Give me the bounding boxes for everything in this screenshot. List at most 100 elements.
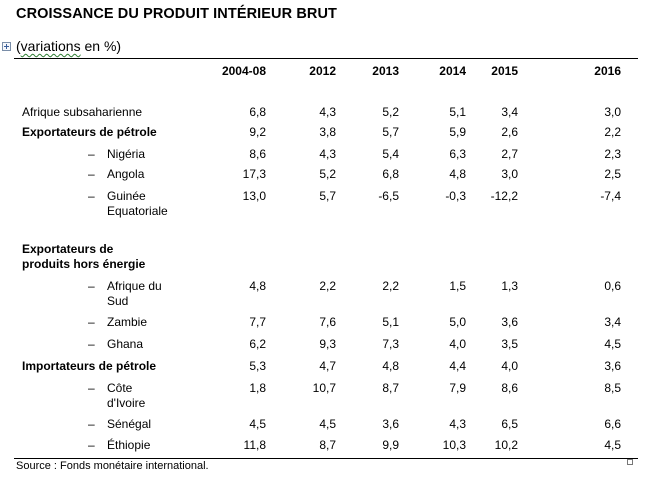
row-dash: – — [88, 167, 95, 181]
table-cell: 2,2 — [319, 279, 336, 293]
table-cell: 3,6 — [382, 417, 399, 431]
subtitle-suffix: en %) — [80, 38, 122, 54]
table-cell: 2,6 — [501, 125, 518, 139]
row-label: Guinée — [107, 189, 146, 203]
table-cell: 11,8 — [243, 438, 266, 452]
table-cell: 5,4 — [382, 147, 399, 161]
table-cell: 1,5 — [449, 279, 466, 293]
table-cell: 4,3 — [319, 147, 336, 161]
table-cell: 3,6 — [604, 359, 621, 373]
table-cell: 5,2 — [382, 105, 399, 119]
table-cell: 13,0 — [242, 189, 266, 203]
row-label: Afrique du — [107, 279, 162, 293]
table-cell: 9,2 — [249, 125, 266, 139]
row-label: Zambie — [107, 315, 148, 329]
table-cell: 7,3 — [382, 337, 399, 351]
row-label: produits hors énergie — [22, 257, 146, 271]
table-move-handle-icon[interactable] — [2, 42, 11, 51]
table-cell: 4,8 — [449, 167, 466, 181]
table-cell: 5,7 — [319, 189, 336, 203]
table-cell: 6,2 — [249, 337, 266, 351]
row-label: Sénégal — [107, 417, 152, 431]
table-cell: 3,4 — [501, 105, 518, 119]
table-cell: 4,0 — [449, 337, 466, 351]
row-label: Sud — [107, 294, 129, 308]
table-cell: 5,1 — [449, 105, 466, 119]
table-cell: 8,7 — [319, 438, 336, 452]
table-cell: 6,8 — [249, 105, 266, 119]
table-cell: 4,8 — [249, 279, 266, 293]
table-cell: 3,6 — [501, 315, 518, 329]
table-cell: 10,2 — [494, 438, 518, 452]
table-cell: 7,7 — [249, 315, 266, 329]
table-cell: 4,8 — [382, 359, 399, 373]
table-cell: 3,8 — [319, 125, 336, 139]
table-cell: 1,3 — [501, 279, 518, 293]
table-cell: 4,3 — [319, 105, 336, 119]
table-resize-handle[interactable] — [627, 459, 633, 465]
column-header: 2004-08 — [221, 64, 266, 78]
table-cell: -6,5 — [378, 189, 399, 203]
table-cell: 2,5 — [604, 167, 621, 181]
table-cell: 7,6 — [319, 315, 336, 329]
row-label: Nigéria — [107, 147, 146, 161]
table-cell: -12,2 — [490, 189, 518, 203]
table-cell: 9,9 — [382, 438, 399, 452]
row-dash: – — [88, 381, 95, 395]
row-label: Exportateurs de — [22, 242, 114, 256]
table-cell: 3,0 — [501, 167, 518, 181]
row-dash: – — [88, 438, 95, 452]
row-dash: – — [88, 417, 95, 431]
table-cell: 3,5 — [501, 337, 518, 351]
row-label: Afrique subsaharienne — [22, 105, 143, 119]
table-cell: 8,6 — [249, 147, 266, 161]
table-cell: 4,5 — [604, 337, 621, 351]
row-label: Côte — [107, 381, 133, 395]
table-cell: 4,5 — [604, 438, 621, 452]
row-label: Éthiopie — [107, 438, 151, 452]
table-cell: 7,9 — [449, 381, 466, 395]
row-label: Ghana — [107, 337, 144, 351]
table-cell: 8,5 — [604, 381, 621, 395]
source-note: Source : Fonds monétaire international. — [16, 460, 209, 472]
table-cell: 5,9 — [449, 125, 466, 139]
row-label: Importateurs de pétrole — [22, 359, 157, 373]
table-cell: 4,0 — [501, 359, 518, 373]
column-header: 2015 — [491, 64, 518, 78]
table-subtitle: (variations en %) — [16, 38, 121, 54]
table-cell: 1,8 — [249, 381, 266, 395]
table-cell: 6,5 — [501, 417, 518, 431]
table-cell: 9,3 — [319, 337, 336, 351]
table-cell: 4,3 — [449, 417, 466, 431]
table-cell: 4,5 — [319, 417, 336, 431]
table-cell: 5,2 — [319, 167, 336, 181]
table-cell: -0,3 — [445, 189, 466, 203]
table-cell: 8,7 — [382, 381, 399, 395]
table-cell: 10,7 — [312, 381, 336, 395]
table-cell: 4,7 — [319, 359, 336, 373]
column-header: 2014 — [439, 64, 466, 78]
table-cell: 5,0 — [449, 315, 466, 329]
table-cell: -7,4 — [600, 189, 621, 203]
row-dash: – — [88, 147, 95, 161]
subtitle-prefix: ( — [16, 38, 21, 54]
table-cell: 8,6 — [501, 381, 518, 395]
table-cell: 6,3 — [449, 147, 466, 161]
table-cell: 5,1 — [382, 315, 399, 329]
table-cell: 6,6 — [604, 417, 621, 431]
table-cell: 2,7 — [501, 147, 518, 161]
table-cell: 2,3 — [604, 147, 621, 161]
table-cell: 4,5 — [249, 417, 266, 431]
row-label: Equatoriale — [107, 204, 168, 218]
table-cell: 5,3 — [249, 359, 266, 373]
row-dash: – — [88, 279, 95, 293]
column-header: 2016 — [594, 64, 621, 78]
table-cell: 10,3 — [442, 438, 466, 452]
table-cell: 3,0 — [604, 105, 621, 119]
table-cell: 17,3 — [242, 167, 266, 181]
column-header: 2012 — [309, 64, 336, 78]
table-top-rule — [14, 58, 638, 59]
row-label: Angola — [107, 167, 145, 181]
table-cell: 3,4 — [604, 315, 621, 329]
row-dash: – — [88, 337, 95, 351]
